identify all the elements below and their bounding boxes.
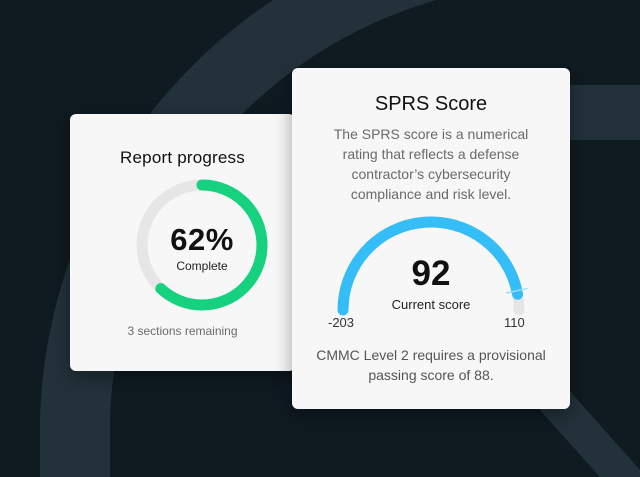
progress-complete-label: Complete xyxy=(176,259,228,273)
progress-ring xyxy=(136,179,268,311)
sprs-score-card: SPRS Score The SPRS score is a numerical… xyxy=(292,68,570,409)
gauge-max-label: 110 xyxy=(504,315,525,330)
report-progress-title: Report progress xyxy=(120,148,245,167)
gauge-min-label: -203 xyxy=(328,315,355,330)
progress-percent: 62% xyxy=(170,222,234,257)
sprs-description: The SPRS score is a numerical rating tha… xyxy=(333,126,529,202)
gauge-fill xyxy=(337,216,524,316)
sections-remaining: 3 sections remaining xyxy=(127,324,238,338)
sprs-gauge xyxy=(337,216,528,316)
cmmc-requirement-note: CMMC Level 2 requires a provisional pass… xyxy=(316,347,546,383)
report-progress-card: Report progress 62% Complete 3 sections … xyxy=(70,114,295,371)
sprs-title: SPRS Score xyxy=(374,93,488,115)
current-score-label: Current score xyxy=(391,297,471,312)
progress-ring-fill xyxy=(136,179,268,311)
sprs-score-value: 92 xyxy=(411,254,451,293)
passing-score-marker xyxy=(505,287,528,294)
